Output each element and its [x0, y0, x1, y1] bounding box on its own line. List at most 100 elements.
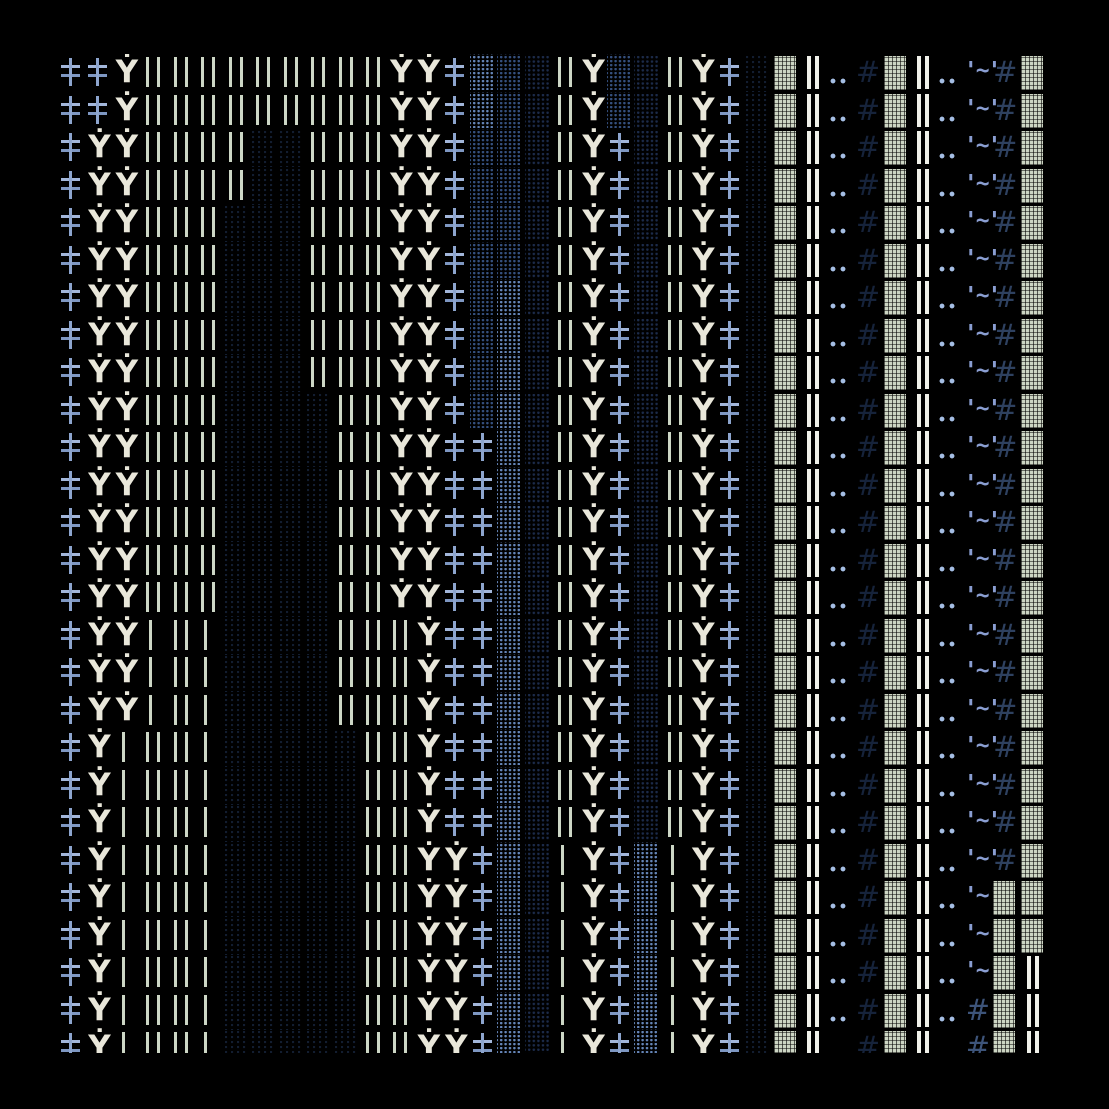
single-bar-glyph [661, 954, 690, 992]
quoted-tilde-glyph: '~' [963, 320, 1002, 347]
double-bar-glyph [167, 916, 196, 955]
mid-dot-block [497, 129, 522, 165]
white-double-bar-glyph [908, 466, 937, 505]
bright-dot-block [497, 804, 522, 840]
ghost-dot-block [222, 729, 249, 767]
y-dot-glyph: Ẏ [390, 429, 413, 465]
ghost-dot-block [250, 279, 277, 317]
y-dot-glyph: Ẏ [88, 654, 111, 690]
double-dagger-glyph [58, 391, 86, 430]
single-bar-glyph [112, 804, 141, 842]
quoted-tilde-glyph: '~' [963, 358, 1002, 384]
mid-dot-block [497, 166, 522, 203]
double-bar-glyph [661, 91, 690, 130]
double-dagger-glyph [442, 466, 471, 505]
y-dot-glyph: Ẏ [88, 804, 111, 840]
dot-pair-glyph [936, 279, 965, 317]
quoted-tilde-glyph: '~' [963, 695, 1002, 722]
bright-dot-block [497, 916, 522, 953]
double-dagger-glyph [607, 241, 635, 280]
double-bar-glyph [167, 279, 196, 317]
dot-pair-glyph [936, 429, 965, 467]
sage-texture-block [773, 56, 796, 90]
sage-texture-block [773, 93, 796, 128]
ghost-dot-block [744, 616, 771, 655]
dot-pair-glyph [826, 279, 855, 317]
double-bar-glyph [661, 391, 690, 430]
double-bar-glyph [387, 804, 416, 842]
ghost-dot-block [277, 1029, 304, 1053]
y-dot-glyph: Ẏ [692, 1029, 715, 1053]
sage-texture-block [883, 543, 906, 578]
ghost-dot-block [332, 991, 359, 1030]
double-bar-glyph [167, 991, 196, 1030]
ghost-dot-block [332, 729, 359, 767]
ghost-dot-block [250, 316, 277, 355]
dot-pair-glyph [826, 991, 855, 1030]
double-dagger-glyph [607, 879, 635, 917]
hash-glyph-dim: # [855, 805, 881, 839]
faint-dot-block [634, 166, 659, 203]
double-dagger-glyph [442, 429, 471, 467]
white-double-bar-glyph [908, 1029, 937, 1053]
dot-pair-glyph [936, 616, 965, 655]
double-bar-glyph [359, 241, 388, 280]
y-dot-glyph: Ẏ [582, 841, 605, 878]
double-bar-glyph [552, 579, 581, 617]
y-dot-glyph: Ẏ [390, 391, 413, 428]
y-dot-glyph: Ẏ [88, 279, 111, 315]
ghost-dot-block [222, 1029, 249, 1053]
double-dagger-glyph [607, 954, 635, 992]
double-dagger-glyph [442, 804, 471, 842]
double-bar-glyph [195, 466, 224, 505]
y-dot-glyph: Ẏ [445, 841, 468, 878]
single-bar-glyph [112, 1029, 141, 1053]
ghost-dot-block [744, 879, 771, 917]
sage-texture-block [883, 131, 906, 165]
double-bar-glyph [332, 429, 361, 467]
white-double-bar-glyph [908, 316, 937, 355]
double-dagger-glyph [85, 91, 114, 130]
double-bar-glyph [195, 54, 224, 92]
sage-texture-block [883, 1031, 906, 1053]
double-bar-glyph [140, 504, 169, 542]
double-bar-glyph [305, 166, 334, 205]
y-dot-glyph: Ẏ [88, 841, 111, 878]
quoted-tilde-glyph: '~' [963, 770, 1002, 797]
single-bar-glyph [112, 879, 141, 917]
y-dot-glyph: Ẏ [88, 729, 111, 765]
bright-dot-block [497, 766, 522, 803]
y-dot-glyph: Ẏ [582, 204, 605, 240]
white-double-bar-glyph [799, 991, 828, 1030]
ghost-dot-block [250, 916, 277, 955]
y-dot-glyph: Ẏ [417, 691, 441, 728]
hash-glyph-med: # [993, 805, 1018, 839]
sage-texture-block [773, 956, 796, 990]
sage-texture-block [1020, 206, 1043, 240]
hash-glyph-med: # [993, 392, 1018, 427]
double-bar-glyph [140, 916, 169, 955]
white-double-bar-glyph [799, 766, 828, 805]
white-double-bar-glyph [908, 579, 937, 617]
quoted-tilde-glyph: '~' [963, 808, 1002, 834]
double-dagger-glyph [607, 654, 635, 692]
ghost-dot-block [222, 204, 249, 242]
y-dot-glyph: Ẏ [692, 691, 715, 728]
bright-dot-block [497, 691, 522, 728]
double-bar-glyph [305, 91, 334, 130]
double-bar-glyph [195, 354, 224, 392]
double-dagger-glyph [58, 91, 86, 130]
ghost-dot-block [222, 916, 249, 955]
double-bar-glyph [661, 579, 690, 617]
white-double-bar-glyph [908, 429, 937, 467]
y-dot-glyph: Ẏ [88, 579, 111, 615]
double-dagger-glyph [716, 91, 745, 130]
double-bar-glyph [552, 391, 581, 430]
sage-texture-block [1020, 506, 1043, 540]
double-bar-glyph [552, 354, 581, 392]
ghost-dot-block [305, 654, 332, 692]
y-dot-glyph: Ẏ [115, 129, 139, 165]
dot-pair-glyph [936, 391, 965, 430]
y-dot-glyph: Ẏ [692, 91, 715, 128]
double-bar-glyph [195, 579, 224, 617]
